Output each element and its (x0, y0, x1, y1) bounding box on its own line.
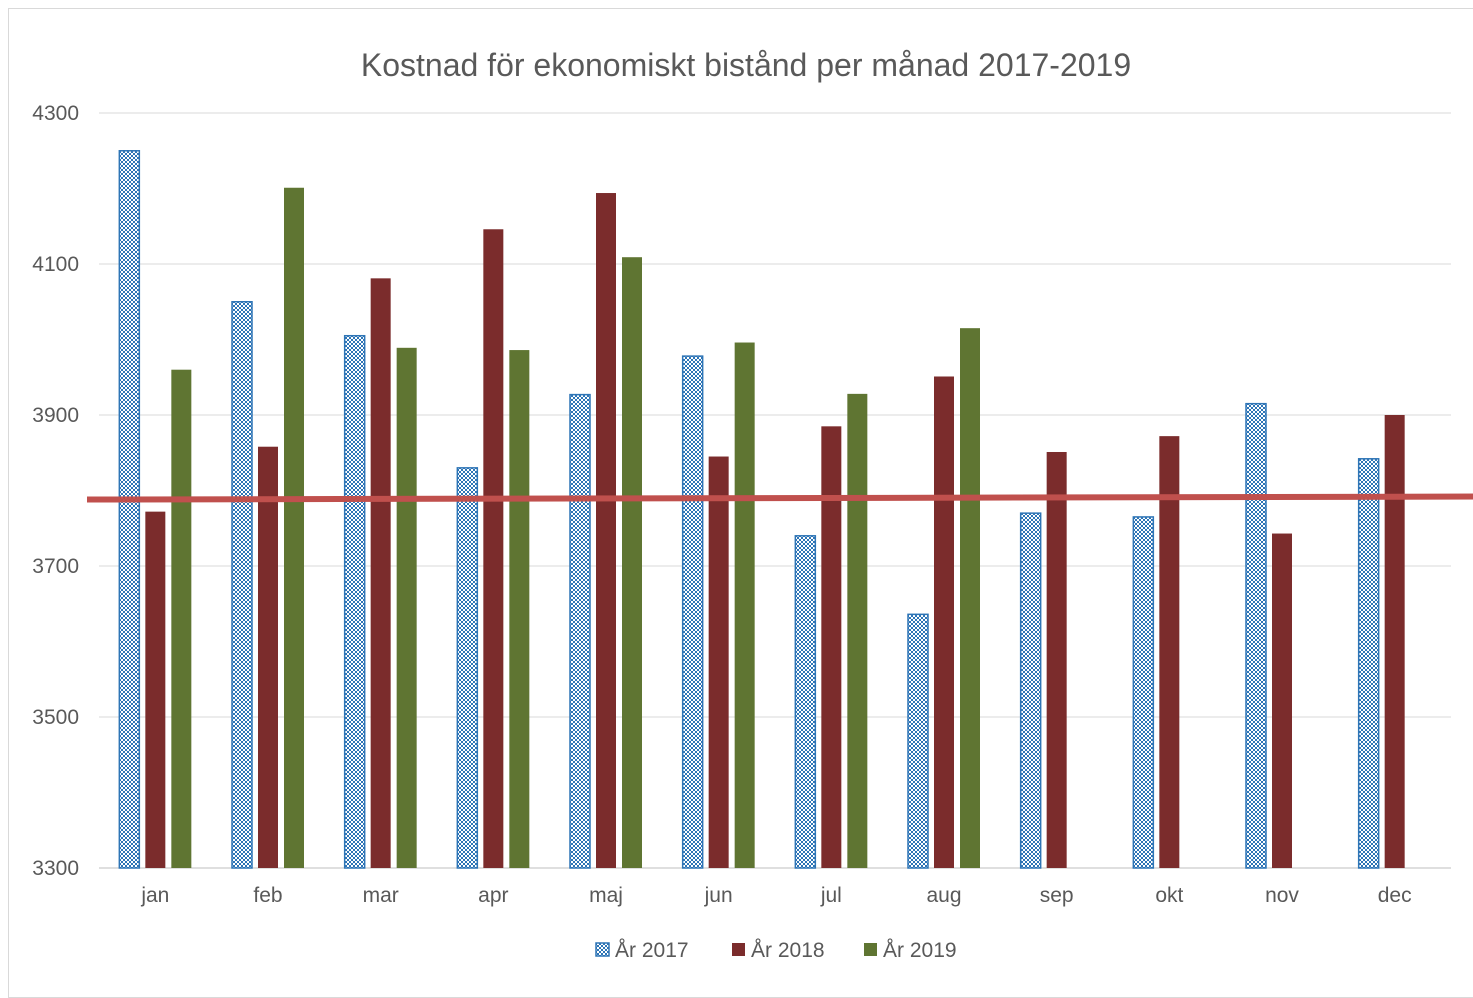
bars (118, 150, 1405, 869)
bar-år-2017-okt (1132, 516, 1155, 869)
x-tick-label: feb (253, 884, 282, 907)
y-tick-label: 3900 (32, 404, 79, 427)
x-tick-label: mar (363, 884, 399, 907)
bar-år-2018-jun (708, 456, 729, 868)
y-tick-label: 3700 (32, 555, 79, 578)
legend-label: År 2017 (615, 939, 689, 962)
bar-år-2017-maj (569, 393, 591, 869)
bar-år-2017-jul (794, 535, 817, 869)
x-tick-label: jun (704, 884, 733, 907)
x-tick-label: okt (1155, 884, 1183, 907)
bar-år-2019-maj (622, 257, 642, 868)
bar-år-2017-mar (343, 334, 366, 869)
legend-label: År 2018 (751, 939, 825, 962)
bar-år-2018-apr (483, 229, 504, 868)
x-tick-label: sep (1040, 884, 1074, 907)
bar-år-2018-feb (258, 446, 278, 868)
bar-år-2018-mar (370, 278, 391, 869)
bar-år-2018-maj (596, 193, 616, 868)
bar-år-2017-jun (681, 355, 704, 869)
bar-år-2018-okt (1159, 436, 1180, 868)
bar-år-2019-jan (171, 369, 192, 868)
x-tick-label: aug (926, 884, 961, 907)
bar-år-2019-apr (509, 350, 530, 868)
y-tick-label: 4300 (32, 102, 79, 125)
bar-år-2019-mar (396, 347, 417, 868)
bar-år-2018-jul (821, 426, 842, 868)
bar-år-2017-nov (1245, 402, 1267, 869)
bar-år-2018-sep (1046, 451, 1067, 868)
legend-label: År 2019 (883, 939, 957, 962)
chart-title: Kostnad för ekonomiskt bistånd per månad… (361, 47, 1131, 83)
bar-år-2018-nov (1272, 533, 1292, 868)
x-tick-label: nov (1265, 884, 1299, 907)
x-axis-ticks: jan feb mar apr maj jun jul aug sep okt nov dec (140, 884, 1411, 907)
y-axis-ticks: 4300 4100 3900 3700 3500 3300 (32, 102, 79, 880)
bar-år-2018-dec (1384, 415, 1405, 868)
y-tick-label: 3300 (32, 857, 79, 880)
bar-år-2019-jul (847, 393, 868, 868)
y-tick-label: 4100 (32, 253, 79, 276)
bar-år-2018-aug (934, 376, 954, 868)
x-tick-label: apr (478, 884, 508, 907)
bar-år-2017-dec (1357, 458, 1380, 869)
legend: År 2017 År 2018 År 2019 (595, 939, 957, 962)
bar-år-2017-aug (907, 613, 929, 869)
bar-år-2017-jan (118, 150, 141, 869)
legend-swatch (732, 943, 745, 956)
bar-år-2017-apr (456, 467, 479, 869)
x-tick-label: jul (820, 884, 842, 907)
x-tick-label: jan (140, 884, 169, 907)
reference-line (86, 493, 1473, 503)
x-tick-label: dec (1378, 884, 1412, 907)
chart-frame: Kostnad för ekonomiskt bistånd per månad… (8, 8, 1473, 998)
legend-swatch (595, 942, 610, 957)
reference-line-layer (86, 493, 1473, 503)
bar-år-2019-jun (734, 342, 755, 868)
bar-år-2018-jan (145, 511, 166, 868)
bar-år-2017-sep (1019, 512, 1042, 869)
legend-swatch (864, 943, 877, 956)
gridlines (99, 112, 1451, 869)
bar-år-2019-aug (960, 328, 980, 868)
x-tick-label: maj (589, 884, 623, 907)
bar-år-2017-feb (231, 301, 253, 869)
y-tick-label: 3500 (32, 706, 79, 729)
bar-chart: Kostnad för ekonomiskt bistånd per månad… (32, 47, 1473, 962)
bar-år-2019-feb (284, 187, 304, 868)
